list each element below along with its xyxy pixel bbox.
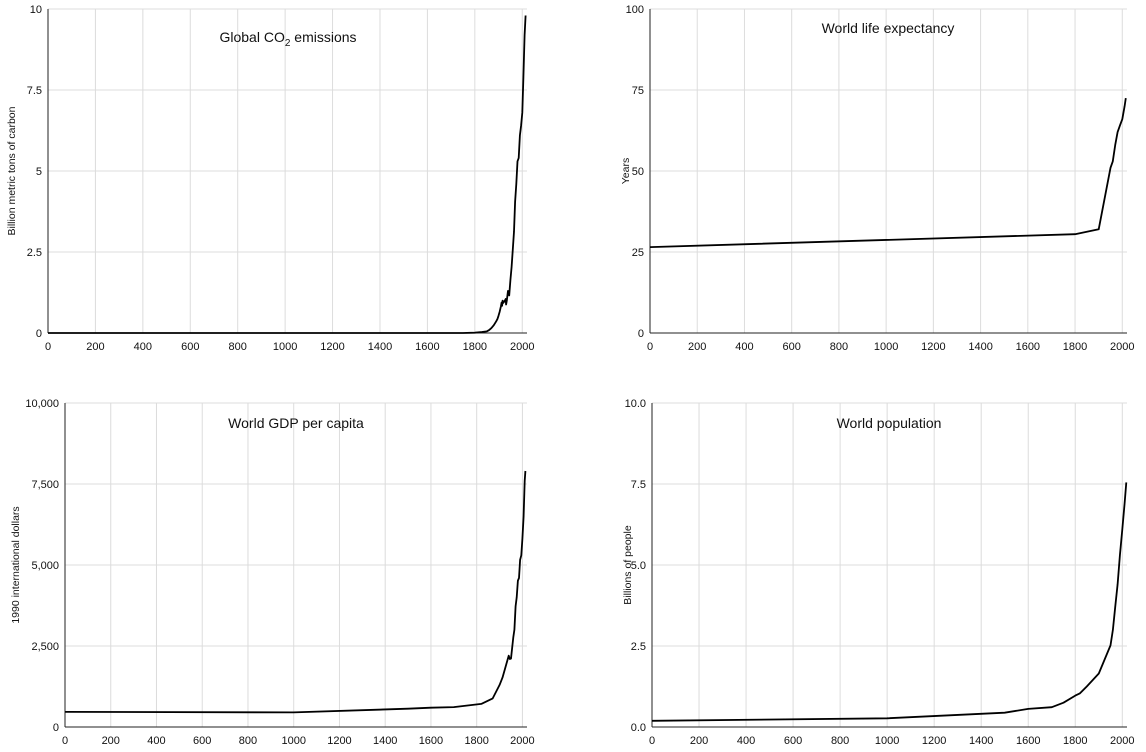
- chart-panel-2: 0 200 400 600 800 1000 1200 1400 1600 1800 2000 0 25…: [620, 4, 1135, 353]
- x-tick-label: 600: [181, 341, 199, 353]
- x-tick-label: 600: [784, 735, 802, 747]
- chart-title-subscript: 2: [285, 38, 291, 49]
- x-tick-label: 1400: [969, 735, 993, 747]
- chart-title-suffix: emissions: [290, 29, 356, 45]
- y-tick-label: 2,500: [31, 641, 59, 653]
- y-tick-label: 0: [36, 328, 42, 340]
- series-line-1: [651, 482, 1128, 722]
- y-tick-label: 10.0: [625, 398, 646, 410]
- y-axis-label: Billion metric tons of carbon: [6, 106, 18, 235]
- y-tick-label: 5: [36, 166, 42, 178]
- x-tick-label: 2000: [510, 341, 534, 353]
- x-tick-label: 200: [102, 735, 120, 747]
- chart-title-text: Global CO: [219, 29, 284, 45]
- chart-panel-1: 0 200 400 600 800 1000 1200 1400 1600 1800 2000 0 2.…: [6, 4, 534, 353]
- y-tick-label: 7,500: [31, 479, 59, 491]
- x-tick-label: 2000: [1110, 341, 1134, 353]
- chart-title: World population: [837, 415, 942, 431]
- y-tick-label: 0: [53, 722, 59, 734]
- x-tick-label: 1200: [327, 735, 351, 747]
- x-tick-label: 400: [134, 341, 152, 353]
- x-tick-label: 1000: [281, 735, 305, 747]
- y-tick-label: 50: [632, 166, 644, 178]
- x-tick-label: 200: [688, 341, 706, 353]
- x-tick-label: 400: [737, 735, 755, 747]
- x-tick-label: 1000: [273, 341, 297, 353]
- x-tick-label: 200: [690, 735, 708, 747]
- chart-title-text: World GDP per capita: [228, 415, 364, 431]
- y-tick-label: 2.5: [631, 641, 646, 653]
- x-tick-label: 1200: [921, 341, 945, 353]
- x-tick-label: 1600: [415, 341, 439, 353]
- y-tick-label: 7.5: [27, 85, 42, 97]
- x-tick-label: 1000: [875, 735, 899, 747]
- y-tick-label: 100: [626, 4, 644, 16]
- series-line-1: [649, 97, 1127, 248]
- y-tick-label: 25: [632, 247, 644, 259]
- y-tick-label: 2.5: [27, 247, 42, 259]
- chart-panel-4: 0 200 400 600 800 1000 1200 1400 1600 1800 2000 0.0…: [622, 398, 1135, 747]
- chart-panel-3: 0 200 400 600 800 1000 1200 1400 1600 1800 2000 0 2,…: [10, 398, 535, 747]
- chart-title-text: World population: [837, 415, 942, 431]
- x-tick-label: 1800: [1063, 341, 1087, 353]
- y-tick-label: 5,000: [31, 560, 59, 572]
- x-tick-label: 800: [830, 341, 848, 353]
- x-tick-label: 0: [647, 341, 653, 353]
- x-tick-label: 1400: [368, 341, 392, 353]
- y-tick-label: 10,000: [25, 398, 59, 410]
- x-tick-label: 1400: [373, 735, 397, 747]
- chart-title: Global CO2 emissions: [219, 29, 356, 49]
- y-tick-label: 0: [638, 328, 644, 340]
- chart-title-text: World life expectancy: [822, 20, 955, 36]
- x-tick-label: 400: [147, 735, 165, 747]
- x-tick-label: 200: [86, 341, 104, 353]
- x-tick-label: 1800: [463, 341, 487, 353]
- x-tick-label: 400: [735, 341, 753, 353]
- x-tick-label: 1600: [1016, 341, 1040, 353]
- x-tick-label: 0: [649, 735, 655, 747]
- y-tick-label: 5.0: [631, 560, 646, 572]
- chart-title: World GDP per capita: [228, 415, 364, 431]
- x-tick-label: 800: [229, 341, 247, 353]
- x-tick-label: 1000: [874, 341, 898, 353]
- x-tick-label: 800: [831, 735, 849, 747]
- x-tick-label: 2000: [1110, 735, 1134, 747]
- y-axis-label: Years: [620, 158, 632, 184]
- x-tick-label: 1400: [968, 341, 992, 353]
- y-tick-label: 7.5: [631, 479, 646, 491]
- x-tick-label: 2000: [510, 735, 534, 747]
- x-tick-label: 600: [783, 341, 801, 353]
- x-tick-label: 1600: [419, 735, 443, 747]
- x-tick-label: 1800: [1063, 735, 1087, 747]
- chart-title: World life expectancy: [822, 20, 955, 36]
- y-axis-label: Billions of people: [622, 525, 634, 605]
- x-tick-label: 0: [45, 341, 51, 353]
- x-tick-label: 1800: [464, 735, 488, 747]
- y-tick-label: 75: [632, 85, 644, 97]
- series-line-1: [48, 15, 527, 334]
- y-tick-label: 10: [30, 4, 42, 16]
- y-axis-label: 1990 international dollars: [10, 506, 22, 623]
- x-tick-label: 1200: [922, 735, 946, 747]
- x-tick-label: 600: [193, 735, 211, 747]
- x-tick-label: 800: [239, 735, 257, 747]
- x-tick-label: 1600: [1016, 735, 1040, 747]
- y-tick-label: 0.0: [631, 722, 646, 734]
- x-tick-label: 0: [62, 735, 68, 747]
- x-tick-label: 1200: [320, 341, 344, 353]
- series-line-1: [65, 470, 527, 714]
